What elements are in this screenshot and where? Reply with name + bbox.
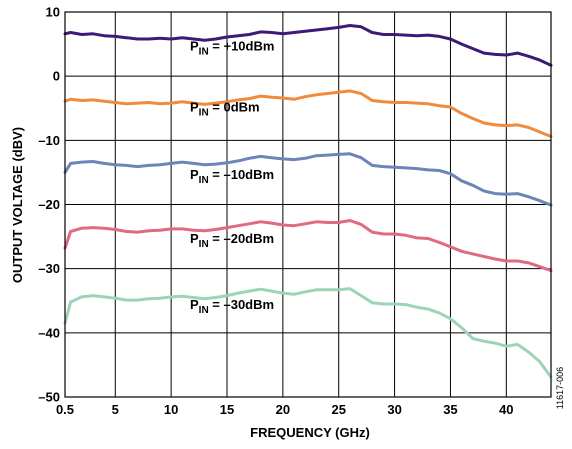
series-labels: PIN = +10dBm PIN = 0dBm PIN = –10dBm PIN = … bbox=[190, 39, 274, 317]
x-tick-labels: 0.5 5 10 15 20 25 30 35 40 bbox=[56, 402, 514, 417]
x-tick-label: 5 bbox=[112, 402, 119, 417]
series-label-2: PIN = –10dBm bbox=[190, 167, 274, 186]
y-tick-label: –30 bbox=[38, 261, 60, 276]
series-line-2 bbox=[63, 152, 553, 207]
series-lines bbox=[63, 24, 553, 379]
series-line-0 bbox=[63, 24, 553, 67]
x-axis-title: FREQUENCY (GHz) bbox=[250, 425, 370, 440]
x-tick-label: 15 bbox=[220, 402, 234, 417]
x-tick-label: 10 bbox=[164, 402, 178, 417]
x-tick-label: 40 bbox=[499, 402, 513, 417]
series-line-3 bbox=[63, 219, 553, 273]
y-tick-labels: 10 0 –10 –20 –30 –40 –50 bbox=[38, 5, 60, 405]
series-label-3: PIN = –20dBm bbox=[190, 231, 274, 250]
y-tick-label: 10 bbox=[46, 5, 60, 20]
series-line-1 bbox=[63, 89, 553, 138]
y-tick-label: –10 bbox=[38, 133, 60, 148]
y-tick-label: –40 bbox=[38, 325, 60, 340]
x-tick-label: 25 bbox=[331, 402, 345, 417]
series-label-1: PIN = 0dBm bbox=[190, 99, 260, 118]
figure-id: 11617-006 bbox=[555, 367, 565, 409]
x-tick-label: 0.5 bbox=[56, 402, 74, 417]
series-label-4: PIN = –30dBm bbox=[190, 297, 274, 316]
y-tick-label: 0 bbox=[53, 69, 60, 84]
y-tick-label: –20 bbox=[38, 197, 60, 212]
x-tick-label: 20 bbox=[276, 402, 290, 417]
x-tick-label: 30 bbox=[387, 402, 401, 417]
plot-frame bbox=[64, 11, 552, 398]
series-line-4 bbox=[63, 287, 553, 379]
y-tick-label: –50 bbox=[38, 390, 60, 405]
series-label-0: PIN = +10dBm bbox=[190, 39, 274, 58]
x-tick-label: 35 bbox=[443, 402, 457, 417]
grid bbox=[65, 12, 551, 397]
y-axis-title: OUTPUT VOLTAGE (dBV) bbox=[10, 127, 25, 283]
